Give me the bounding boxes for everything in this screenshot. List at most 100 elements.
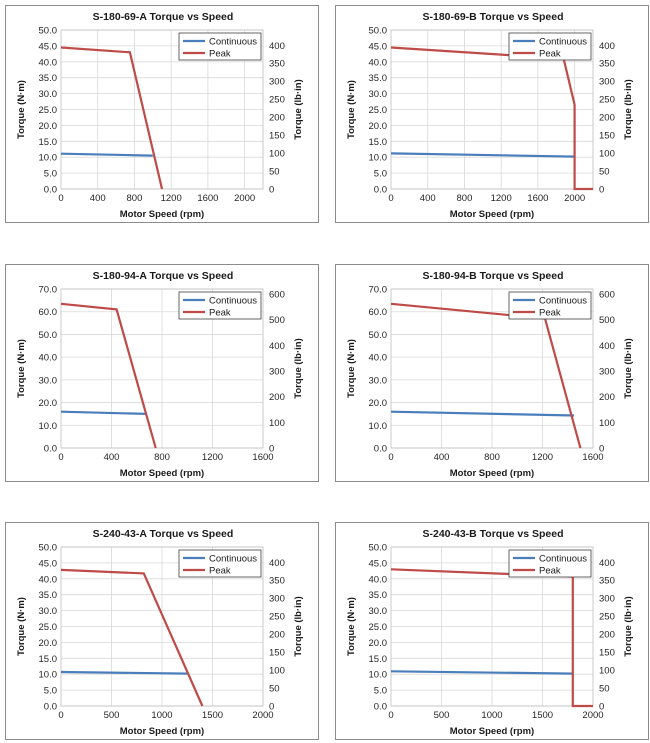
y2-tick-label: 100 [269,149,285,160]
y-tick-label: 35.0 [369,73,388,84]
x-tick-label: 1600 [527,193,548,204]
series-line-peak [60,46,164,190]
y-tick-label: 40.0 [369,353,388,364]
legend-box [178,549,262,578]
x-axis-label: Motor Speed (rpm) [120,209,204,220]
x-tick-label: 0 [388,193,393,204]
x-tick-label: 500 [104,710,120,721]
chart-panel-s-240-43-a: S-240-43-A Torque vs Speed 0.0 5.0 10.0 15.0… [5,522,319,740]
legend-box [508,291,592,320]
y-tick-label: 40.0 [39,574,58,585]
y2-axis-label: Torque (lb·in) [623,79,634,140]
y2-tick-label: 150 [599,131,615,142]
y2-tick-label: 150 [269,648,285,659]
y2-tick-label: 0 [269,185,274,196]
y2-tick-label: 0 [599,185,604,196]
chart-title: S-180-94-A Torque vs Speed [93,270,234,282]
legend-entry-peak: Peak [209,49,231,60]
y-tick-label: 50.0 [369,543,388,554]
legend-entry-continuous: Continuous [539,296,587,307]
x-tick-label: 400 [434,452,450,463]
y-tick-label: 10.0 [39,153,58,164]
x-tick-label: 400 [420,193,436,204]
x-tick-label: 2000 [234,193,255,204]
y2-tick-label: 400 [599,41,615,52]
chart-panel-s-180-69-a: S-180-69-A Torque vs Speed 0.0 5.0 10.0 15.0… [5,5,319,223]
y2-tick-label: 400 [599,558,615,569]
y-tick-label: 60.0 [369,307,388,318]
series-line-continuous [390,410,575,417]
x-tick-label: 0 [388,452,393,463]
y-tick-label: 0.0 [374,702,387,713]
chart-panel-s-240-43-b: S-240-43-B Torque vs Speed 0.0 5.0 10.0 15.0… [335,522,649,740]
y2-axis-label: Torque (lb·in) [623,596,634,657]
y-tick-label: 25.0 [369,622,388,633]
y-tick-label: 5.0 [44,686,57,697]
y-tick-label: 0.0 [44,444,57,455]
y2-tick-label: 400 [269,41,285,52]
x-tick-label: 400 [104,452,120,463]
y-axis-label: Torque (N·m) [16,80,27,139]
y-tick-label: 35.0 [39,590,58,601]
y-tick-label: 30.0 [39,89,58,100]
legend-entry-peak: Peak [539,308,561,319]
y-tick-label: 5.0 [44,169,57,180]
x-tick-label: 800 [127,193,143,204]
x-tick-label: 1000 [481,710,502,721]
x-tick-label: 1200 [491,193,512,204]
y-tick-label: 15.0 [39,654,58,665]
y-tick-label: 70.0 [39,285,58,296]
plot-area-border [390,288,594,449]
x-axis-label: Motor Speed (rpm) [450,209,534,220]
x-tick-label: 500 [434,710,450,721]
y-tick-label: 0.0 [374,185,387,196]
x-tick-label: 0 [58,710,63,721]
y2-tick-label: 600 [269,290,285,301]
legend-entry-peak: Peak [209,566,231,577]
x-tick-label: 800 [484,452,500,463]
series-line-peak [60,302,157,449]
y-tick-label: 20.0 [39,638,58,649]
y2-tick-label: 200 [269,113,285,124]
x-axis-label: Motor Speed (rpm) [450,726,534,737]
chart-svg: S-180-94-B Torque vs Speed 0.0 10.0 20.0 30.… [346,270,634,479]
y2-tick-label: 0 [599,702,604,713]
series-line-peak [390,46,593,191]
y2-tick-label: 0 [269,702,274,713]
legend-entry-continuous: Continuous [209,296,257,307]
x-tick-label: 2000 [252,710,273,721]
y-tick-label: 10.0 [39,421,58,432]
y2-tick-label: 100 [599,149,615,160]
plot-area-border [60,546,264,707]
y-axis-label: Torque (N·m) [346,80,357,139]
y2-tick-label: 250 [599,612,615,623]
y-axis-label: Torque (N·m) [346,339,357,398]
plot-area-border [60,288,264,449]
y-tick-label: 20.0 [39,121,58,132]
y-tick-label: 15.0 [39,137,58,148]
chart-svg: S-240-43-B Torque vs Speed 0.0 5.0 10.0 15.0… [346,528,634,737]
series-line-continuous [390,152,575,158]
y2-tick-label: 200 [599,630,615,641]
y2-tick-label: 300 [599,594,615,605]
x-tick-label: 400 [90,193,106,204]
y2-axis-label: Torque (lb·in) [293,338,304,399]
y2-tick-label: 150 [269,131,285,142]
chart-panel-s-180-69-b: S-180-69-B Torque vs Speed 0.0 5.0 10.0 15.0… [335,5,649,223]
y2-tick-label: 200 [599,113,615,124]
y-tick-label: 0.0 [44,185,57,196]
y-tick-label: 40.0 [369,574,388,585]
legend-entry-continuous: Continuous [539,554,587,565]
x-tick-label: 1600 [197,193,218,204]
x-tick-label: 1600 [252,452,273,463]
legend-entry-peak: Peak [539,566,561,577]
y2-tick-label: 100 [269,666,285,677]
series-line-peak [390,302,582,449]
y2-tick-label: 200 [269,392,285,403]
y-tick-label: 45.0 [369,558,388,569]
legend-entry-continuous: Continuous [539,37,587,48]
plot-area-border [390,546,594,707]
y-tick-label: 30.0 [369,89,388,100]
y-tick-label: 5.0 [374,686,387,697]
plot-area-border [390,29,594,190]
